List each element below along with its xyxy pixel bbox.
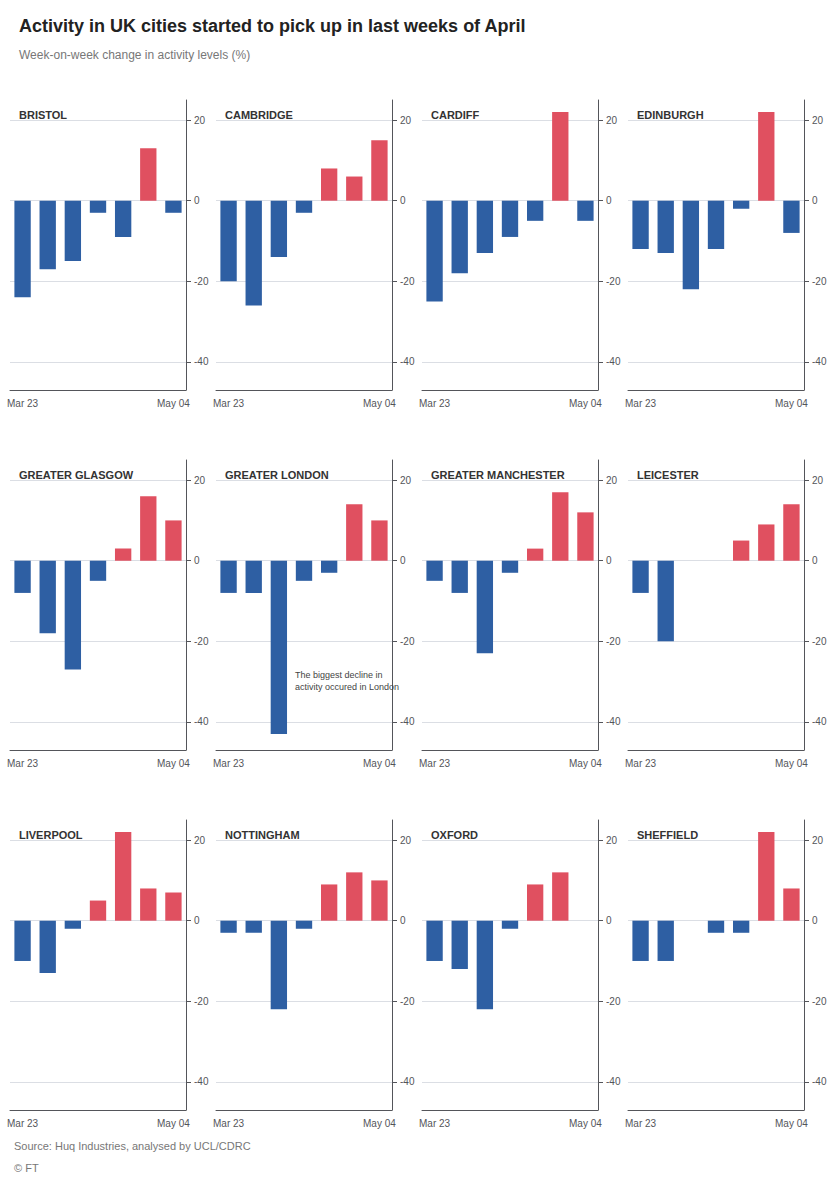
svg-text:-40: -40: [812, 716, 827, 727]
svg-text:Source: Huq Industries, analys: Source: Huq Industries, analysed by UCL/…: [14, 1140, 251, 1152]
svg-text:20: 20: [400, 115, 412, 126]
svg-text:Mar 23: Mar 23: [213, 398, 245, 409]
svg-text:LEICESTER: LEICESTER: [637, 469, 699, 481]
svg-text:May 04: May 04: [775, 1118, 808, 1129]
svg-text:0: 0: [606, 915, 612, 926]
svg-text:-20: -20: [606, 276, 621, 287]
svg-text:May 04: May 04: [157, 1118, 190, 1129]
svg-text:GREATER LONDON: GREATER LONDON: [225, 469, 329, 481]
svg-text:-20: -20: [194, 996, 209, 1007]
svg-text:-20: -20: [194, 276, 209, 287]
svg-text:-40: -40: [812, 1076, 827, 1087]
svg-text:0: 0: [400, 555, 406, 566]
svg-text:20: 20: [606, 115, 618, 126]
svg-text:0: 0: [194, 555, 200, 566]
svg-text:-40: -40: [606, 1076, 621, 1087]
svg-text:-20: -20: [606, 996, 621, 1007]
svg-text:Mar 23: Mar 23: [213, 758, 245, 769]
svg-text:20: 20: [400, 475, 412, 486]
svg-text:May 04: May 04: [157, 758, 190, 769]
svg-text:0: 0: [400, 195, 406, 206]
svg-text:-40: -40: [400, 716, 415, 727]
svg-text:May 04: May 04: [363, 398, 396, 409]
svg-text:20: 20: [606, 475, 618, 486]
svg-text:CAMBRIDGE: CAMBRIDGE: [225, 109, 293, 121]
svg-text:May 04: May 04: [569, 398, 602, 409]
svg-text:20: 20: [812, 475, 824, 486]
svg-text:-40: -40: [194, 716, 209, 727]
svg-text:-40: -40: [606, 716, 621, 727]
svg-text:GREATER MANCHESTER: GREATER MANCHESTER: [431, 469, 565, 481]
svg-text:Mar 23: Mar 23: [7, 1118, 39, 1129]
svg-text:May 04: May 04: [363, 758, 396, 769]
svg-text:Mar 23: Mar 23: [7, 758, 39, 769]
svg-text:0: 0: [812, 195, 818, 206]
svg-text:SHEFFIELD: SHEFFIELD: [637, 829, 698, 841]
svg-text:-20: -20: [400, 996, 415, 1007]
svg-text:20: 20: [194, 115, 206, 126]
svg-text:EDINBURGH: EDINBURGH: [637, 109, 704, 121]
svg-text:0: 0: [606, 195, 612, 206]
svg-text:LIVERPOOL: LIVERPOOL: [19, 829, 83, 841]
svg-text:20: 20: [606, 835, 618, 846]
svg-text:0: 0: [194, 915, 200, 926]
svg-text:-20: -20: [812, 996, 827, 1007]
svg-text:May 04: May 04: [775, 758, 808, 769]
svg-text:May 04: May 04: [569, 758, 602, 769]
svg-text:-20: -20: [400, 636, 415, 647]
svg-text:20: 20: [812, 835, 824, 846]
svg-text:activity occured in London: activity occured in London: [295, 682, 399, 692]
svg-text:Mar 23: Mar 23: [213, 1118, 245, 1129]
svg-text:© FT: © FT: [14, 1162, 39, 1174]
svg-text:OXFORD: OXFORD: [431, 829, 478, 841]
svg-text:0: 0: [812, 555, 818, 566]
svg-text:-20: -20: [812, 276, 827, 287]
svg-text:May 04: May 04: [775, 398, 808, 409]
svg-text:CARDIFF: CARDIFF: [431, 109, 480, 121]
svg-text:GREATER GLASGOW: GREATER GLASGOW: [19, 469, 134, 481]
svg-text:20: 20: [812, 115, 824, 126]
svg-text:Activity in UK cities started: Activity in UK cities started to pick up…: [19, 16, 525, 36]
svg-text:Mar 23: Mar 23: [625, 1118, 657, 1129]
svg-text:May 04: May 04: [363, 1118, 396, 1129]
svg-text:20: 20: [400, 835, 412, 846]
svg-text:-40: -40: [194, 356, 209, 367]
svg-text:Mar 23: Mar 23: [625, 758, 657, 769]
svg-text:Week-on-week change in activit: Week-on-week change in activity levels (…: [19, 48, 250, 62]
svg-text:The biggest decline in: The biggest decline in: [295, 670, 383, 680]
svg-text:-40: -40: [812, 356, 827, 367]
svg-text:May 04: May 04: [569, 1118, 602, 1129]
svg-text:0: 0: [606, 555, 612, 566]
svg-text:-20: -20: [400, 276, 415, 287]
svg-text:-20: -20: [606, 636, 621, 647]
svg-text:NOTTINGHAM: NOTTINGHAM: [225, 829, 300, 841]
svg-text:0: 0: [400, 915, 406, 926]
svg-text:20: 20: [194, 835, 206, 846]
svg-text:Mar 23: Mar 23: [7, 398, 39, 409]
svg-text:0: 0: [194, 195, 200, 206]
svg-text:0: 0: [812, 915, 818, 926]
svg-text:-40: -40: [606, 356, 621, 367]
svg-text:20: 20: [194, 475, 206, 486]
svg-text:-20: -20: [194, 636, 209, 647]
svg-text:Mar 23: Mar 23: [625, 398, 657, 409]
svg-text:May 04: May 04: [157, 398, 190, 409]
svg-text:-40: -40: [400, 1076, 415, 1087]
svg-text:-20: -20: [812, 636, 827, 647]
svg-text:BRISTOL: BRISTOL: [19, 109, 67, 121]
svg-text:Mar 23: Mar 23: [419, 398, 451, 409]
svg-text:-40: -40: [194, 1076, 209, 1087]
svg-text:Mar 23: Mar 23: [419, 1118, 451, 1129]
svg-text:-40: -40: [400, 356, 415, 367]
svg-text:Mar 23: Mar 23: [419, 758, 451, 769]
